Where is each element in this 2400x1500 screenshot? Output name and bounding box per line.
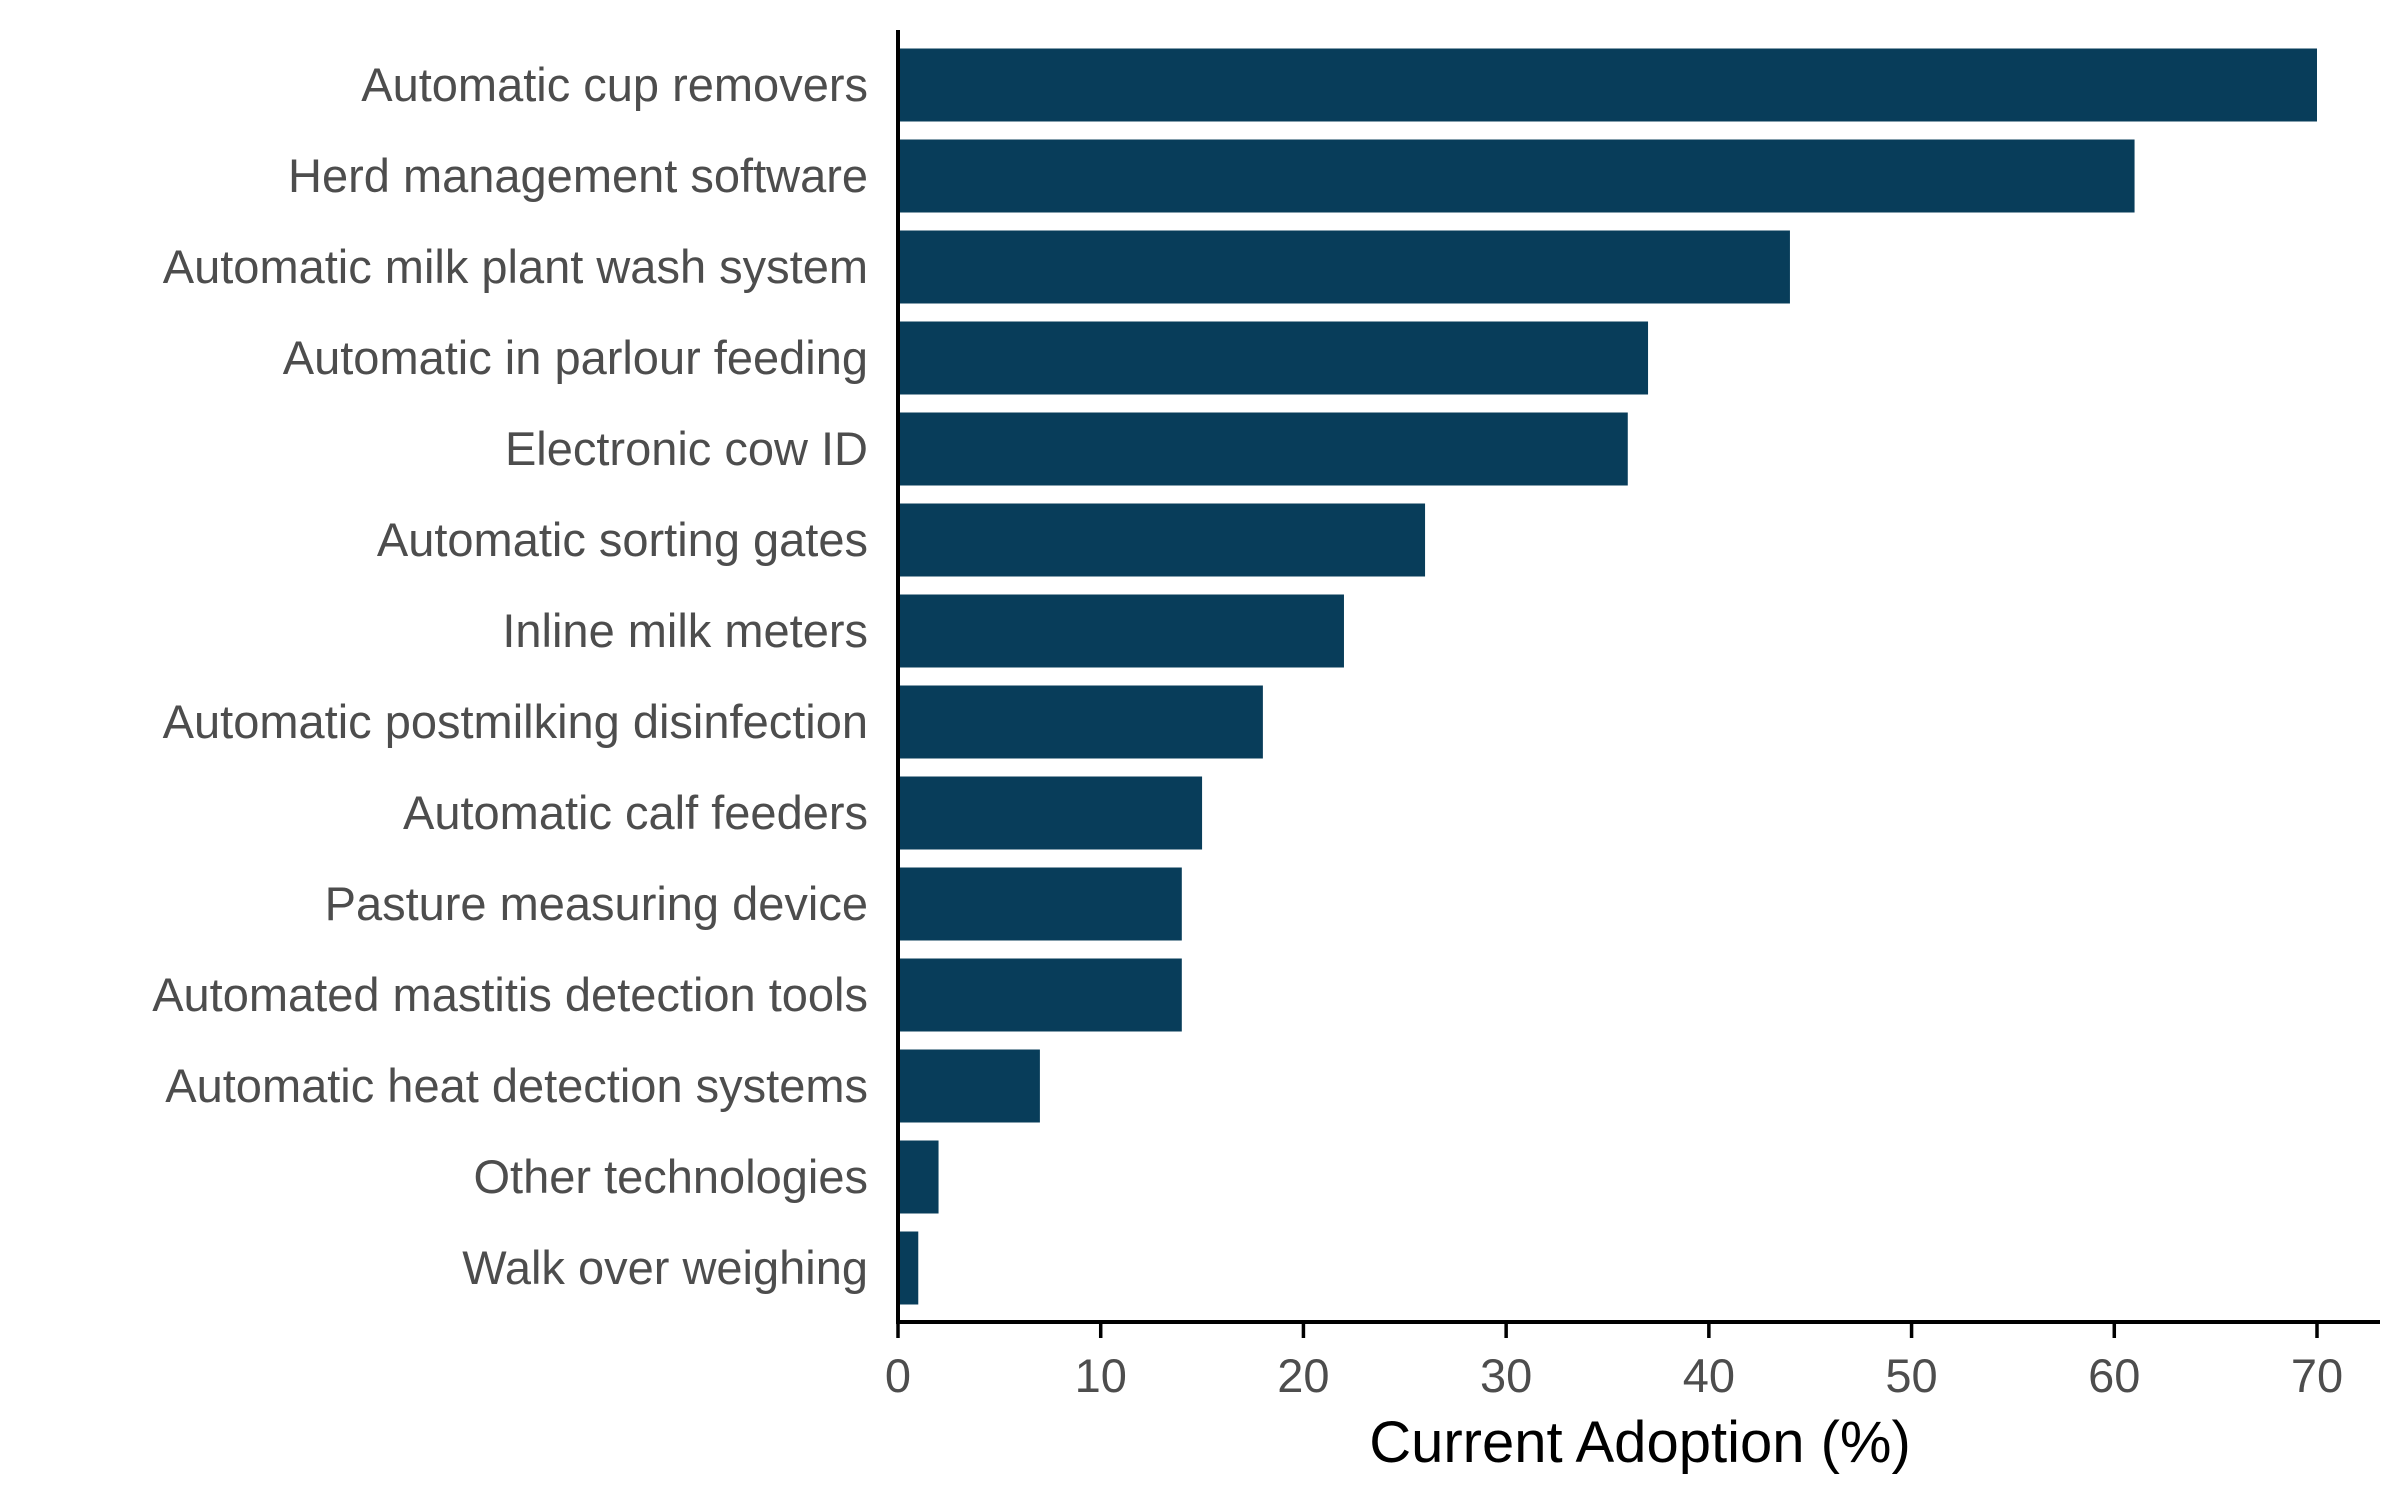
bar — [898, 867, 1182, 941]
category-label: Other technologies — [473, 1150, 868, 1203]
x-axis-title: Current Adoption (%) — [1369, 1410, 1911, 1475]
x-axis-ticks: 0 10 20 30 40 50 60 70 — [885, 1322, 2343, 1402]
category-label: Automatic heat detection systems — [165, 1059, 868, 1112]
bar — [898, 685, 1263, 759]
category-label: Automatic postmilking disinfection — [163, 695, 868, 748]
bar — [898, 594, 1344, 668]
bar — [898, 503, 1426, 577]
bar — [898, 1049, 1040, 1123]
bar — [898, 321, 1649, 395]
category-label: Inline milk meters — [502, 604, 868, 657]
category-label: Automatic sorting gates — [377, 513, 868, 566]
category-label: Pasture measuring device — [325, 877, 868, 930]
category-label: Electronic cow ID — [505, 422, 868, 475]
bar — [898, 1140, 939, 1214]
x-tick-label: 50 — [1885, 1349, 1937, 1402]
category-labels: Automatic cup removers Herd management so… — [152, 58, 868, 1294]
category-label: Automatic milk plant wash system — [163, 240, 868, 293]
bar — [898, 412, 1628, 486]
x-tick-label: 70 — [2291, 1349, 2343, 1402]
x-tick-label: 40 — [1683, 1349, 1735, 1402]
bar — [898, 230, 1790, 304]
bar — [898, 1231, 919, 1305]
category-label: Automated mastitis detection tools — [152, 968, 868, 1021]
category-label: Automatic cup removers — [361, 58, 868, 111]
x-tick-label: 20 — [1277, 1349, 1329, 1402]
x-tick-label: 0 — [885, 1349, 911, 1402]
x-tick-label: 10 — [1075, 1349, 1127, 1402]
bars-group — [898, 48, 2317, 1305]
bar — [898, 776, 1203, 850]
category-label: Automatic calf feeders — [403, 786, 868, 839]
bar — [898, 139, 2135, 213]
bar — [898, 48, 2317, 122]
x-tick-label: 30 — [1480, 1349, 1532, 1402]
bar — [898, 958, 1182, 1032]
x-tick-label: 60 — [2088, 1349, 2140, 1402]
category-label: Walk over weighing — [462, 1241, 868, 1294]
category-label: Herd management software — [288, 149, 868, 202]
category-label: Automatic in parlour feeding — [283, 331, 868, 384]
